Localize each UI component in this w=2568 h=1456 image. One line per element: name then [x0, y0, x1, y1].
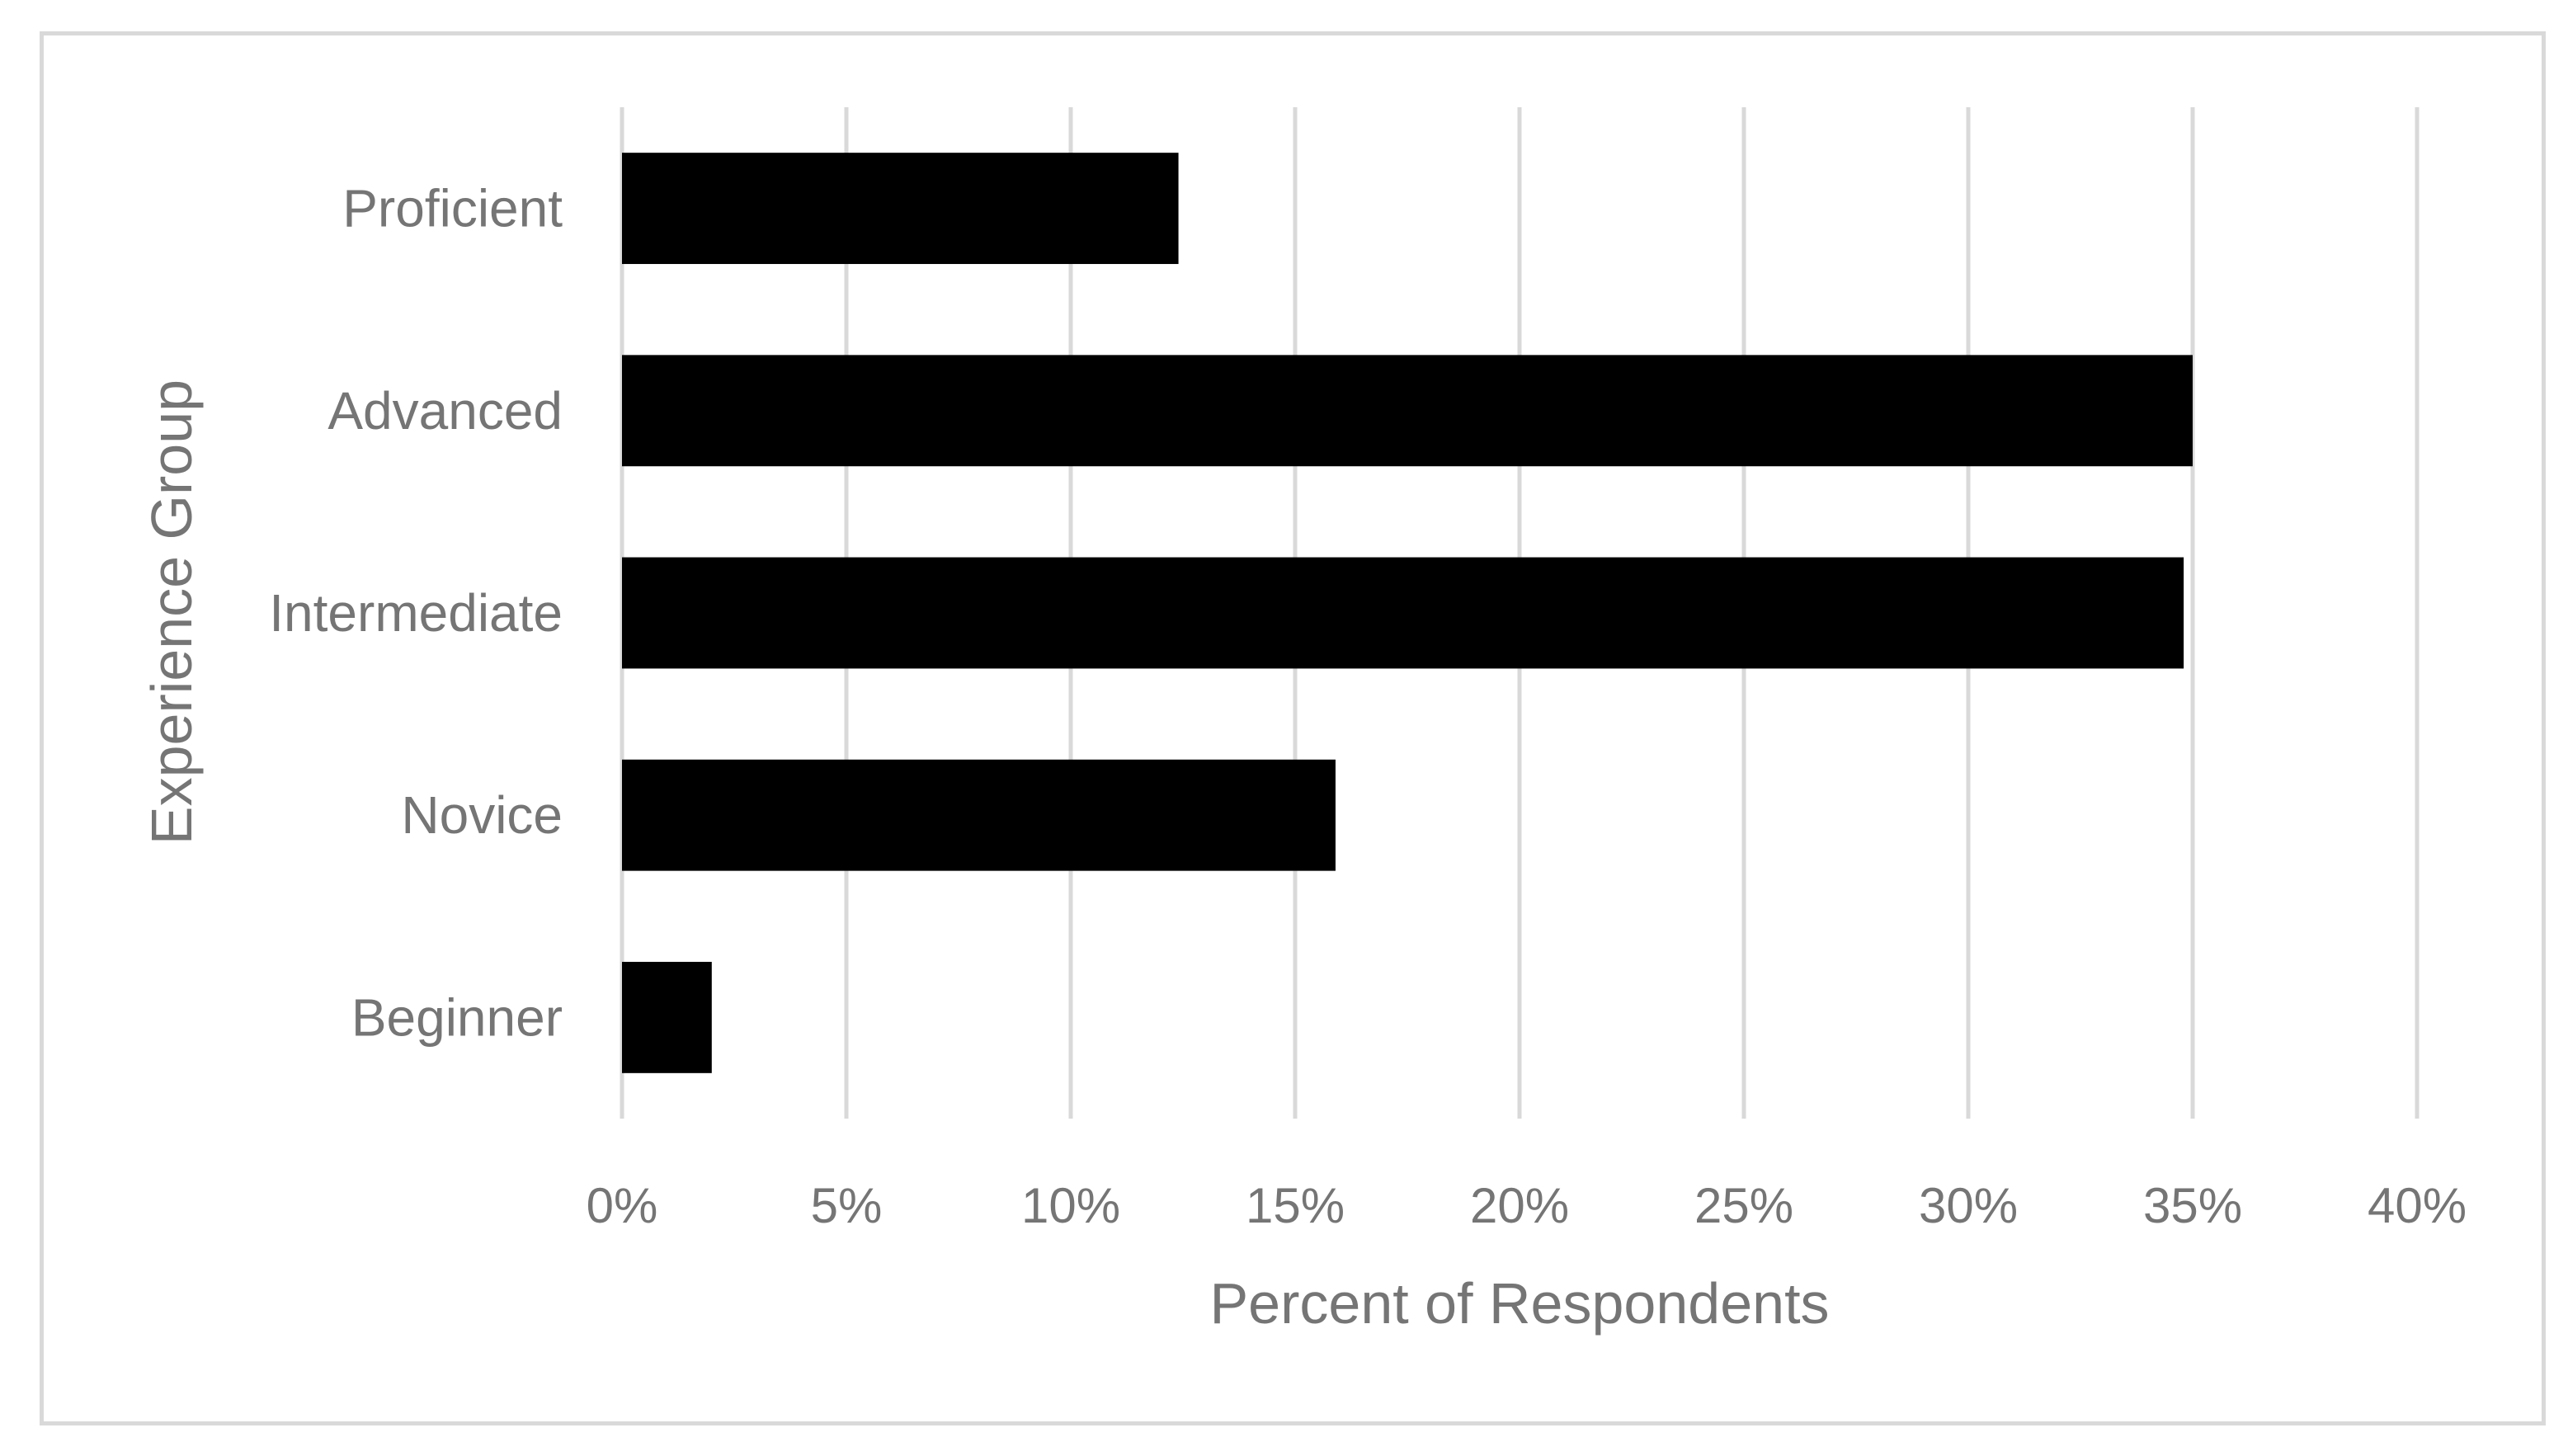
x-tick-label: 10%	[1021, 1178, 1120, 1233]
bar-proficient	[622, 153, 1179, 265]
category-label-advanced: Advanced	[327, 381, 563, 441]
bar-novice	[622, 759, 1336, 871]
x-tick-label: 35%	[2143, 1178, 2242, 1233]
category-label-proficient: Proficient	[342, 179, 563, 238]
chart-frame	[40, 31, 2546, 1425]
category-labels: Proficient Advanced Intermediate Novice Begi…	[269, 179, 563, 1048]
x-tick-label: 25%	[1694, 1178, 1793, 1233]
x-tick-label: 5%	[811, 1178, 883, 1233]
x-tick-label: 40%	[2368, 1178, 2467, 1233]
bar-intermediate	[622, 557, 2184, 669]
x-tick-label: 0%	[587, 1178, 658, 1233]
x-tick-labels: 0% 5% 10% 15% 20% 25% 30% 35% 40%	[587, 1178, 2467, 1233]
category-label-beginner: Beginner	[351, 987, 563, 1047]
bar-beginner	[622, 961, 712, 1073]
y-axis-title: Experience Group	[139, 379, 204, 845]
bar-advanced	[622, 355, 2193, 467]
category-label-intermediate: Intermediate	[269, 583, 563, 643]
x-axis-title: Percent of Respondents	[1209, 1271, 1829, 1336]
x-tick-label: 20%	[1470, 1178, 1569, 1233]
bars	[622, 153, 2193, 1073]
x-tick-label: 15%	[1246, 1178, 1345, 1233]
category-label-novice: Novice	[401, 785, 563, 845]
x-tick-label: 30%	[1919, 1178, 2018, 1233]
